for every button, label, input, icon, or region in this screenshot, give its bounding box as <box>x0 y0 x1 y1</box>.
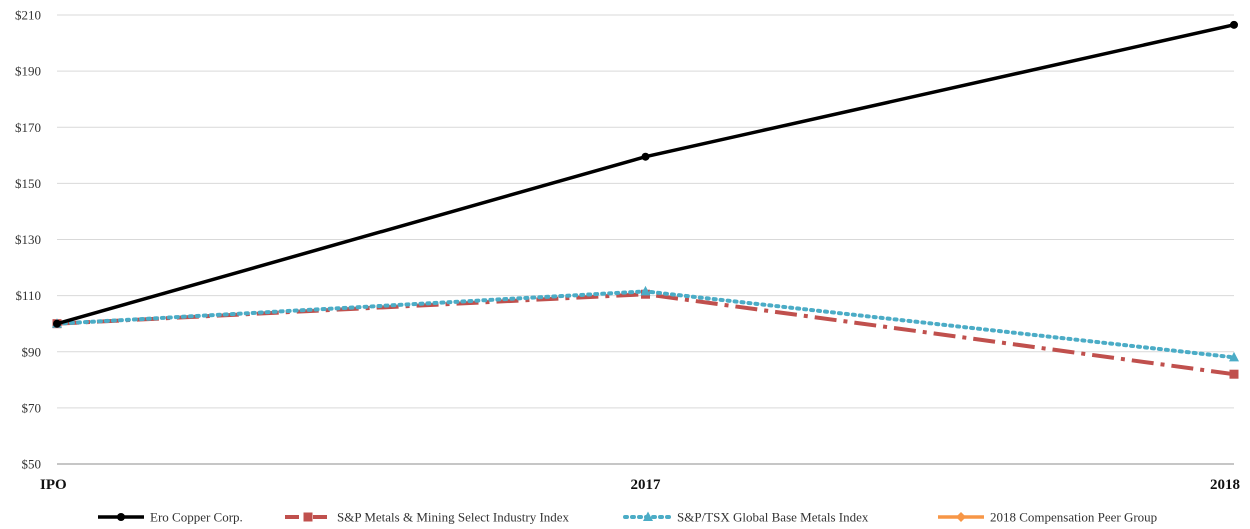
series-line <box>56 292 1235 377</box>
x-tick-label: 2017 <box>631 477 662 493</box>
y-tick-label: $170 <box>15 120 41 135</box>
x-tick-label: 2018 <box>1210 477 1240 493</box>
y-tick-label: $110 <box>15 288 41 303</box>
legend-marker <box>117 513 125 521</box>
legend-item: Ero Copper Corp. <box>98 510 243 525</box>
legend: Ero Copper Corp. S&P Metals & Mining Sele… <box>98 510 1157 525</box>
data-point <box>1230 20 1238 29</box>
legend-marker <box>303 512 313 522</box>
y-tick-label: $150 <box>15 176 41 191</box>
legend-marker <box>643 511 653 521</box>
gridlines <box>57 14 1234 465</box>
legend-label: S&P Metals & Mining Select Industry Inde… <box>337 510 570 525</box>
y-tick-label: $90 <box>22 344 42 359</box>
data-point <box>53 319 61 328</box>
x-tick-label: IPO <box>40 477 67 493</box>
series-lines <box>52 20 1239 379</box>
y-tick-label: $190 <box>15 64 41 79</box>
y-tick-label: $130 <box>15 232 41 247</box>
legend-label: S&P/TSX Global Base Metals Index <box>677 510 869 525</box>
series-line <box>55 289 1236 360</box>
y-tick-label: $50 <box>22 457 42 472</box>
data-point <box>1229 369 1239 379</box>
series-0 <box>53 20 1238 328</box>
data-point <box>641 152 650 161</box>
legend-label: 2018 Compensation Peer Group <box>990 510 1157 525</box>
legend-item: S&P Metals & Mining Select Industry Inde… <box>285 510 570 525</box>
legend-item: 2018 Compensation Peer Group <box>938 510 1157 525</box>
legend-label: Ero Copper Corp. <box>150 510 243 525</box>
series-line <box>56 23 1235 326</box>
legend-item: S&P/TSX Global Base Metals Index <box>623 510 869 525</box>
y-tick-label: $210 <box>15 8 41 23</box>
legend-marker <box>956 512 966 522</box>
data-point <box>640 285 651 296</box>
y-tick-label: $70 <box>22 400 42 415</box>
y-axis-tick-labels: $50 $70 $90 $110 $130 $150 $170 $190 $210 <box>15 8 41 472</box>
x-axis-tick-labels: IPO 2017 2018 <box>40 477 1240 493</box>
series-1 <box>52 289 1239 379</box>
data-point <box>1229 351 1239 362</box>
